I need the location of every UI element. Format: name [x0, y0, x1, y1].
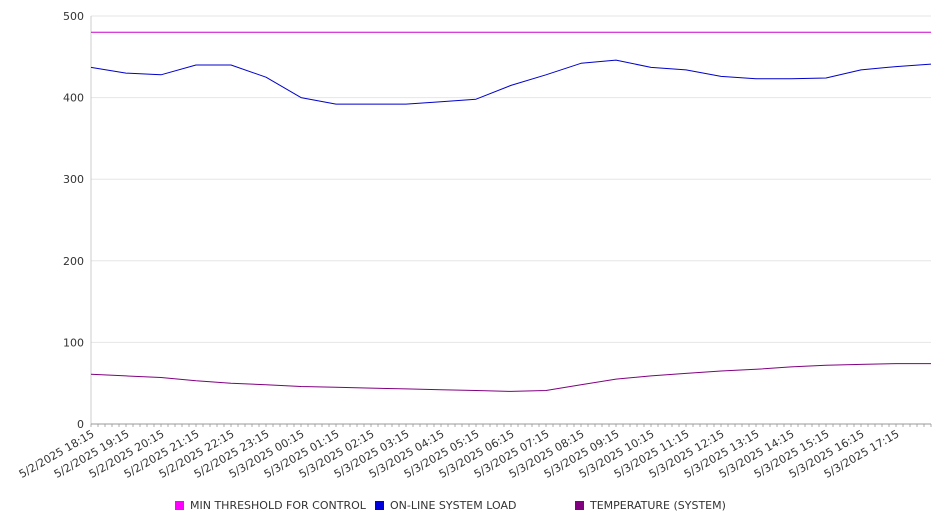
legend-label-temperature: TEMPERATURE (SYSTEM): [590, 499, 726, 512]
legend-swatch-system-load: [375, 501, 384, 510]
legend: MIN THRESHOLD FOR CONTROL ON-LINE SYSTEM…: [0, 499, 946, 515]
legend-item-threshold[interactable]: MIN THRESHOLD FOR CONTROL: [175, 499, 366, 512]
y-tick-label: 300: [63, 173, 84, 186]
series-line-1: [90, 59, 932, 105]
legend-item-temperature[interactable]: TEMPERATURE (SYSTEM): [575, 499, 726, 512]
series-lines: [90, 31, 932, 392]
legend-swatch-temperature: [575, 501, 584, 510]
legend-item-system-load[interactable]: ON-LINE SYSTEM LOAD: [375, 499, 516, 512]
y-tick-label: 400: [63, 92, 84, 105]
y-axis: 0 100 200 300 400 500: [63, 10, 92, 431]
y-tick-label: 0: [77, 418, 84, 431]
y-tick-label: 500: [63, 10, 84, 23]
legend-label-system-load: ON-LINE SYSTEM LOAD: [390, 499, 517, 512]
gridlines: [91, 15, 931, 343]
legend-label-threshold: MIN THRESHOLD FOR CONTROL: [190, 499, 366, 512]
y-tick-label: 100: [63, 336, 84, 349]
x-axis: 5/2/2025 18:155/2/2025 19:155/2/2025 20:…: [17, 423, 932, 481]
y-tick-label: 200: [63, 255, 84, 268]
legend-swatch-threshold: [175, 501, 184, 510]
series-line-2: [90, 363, 931, 392]
